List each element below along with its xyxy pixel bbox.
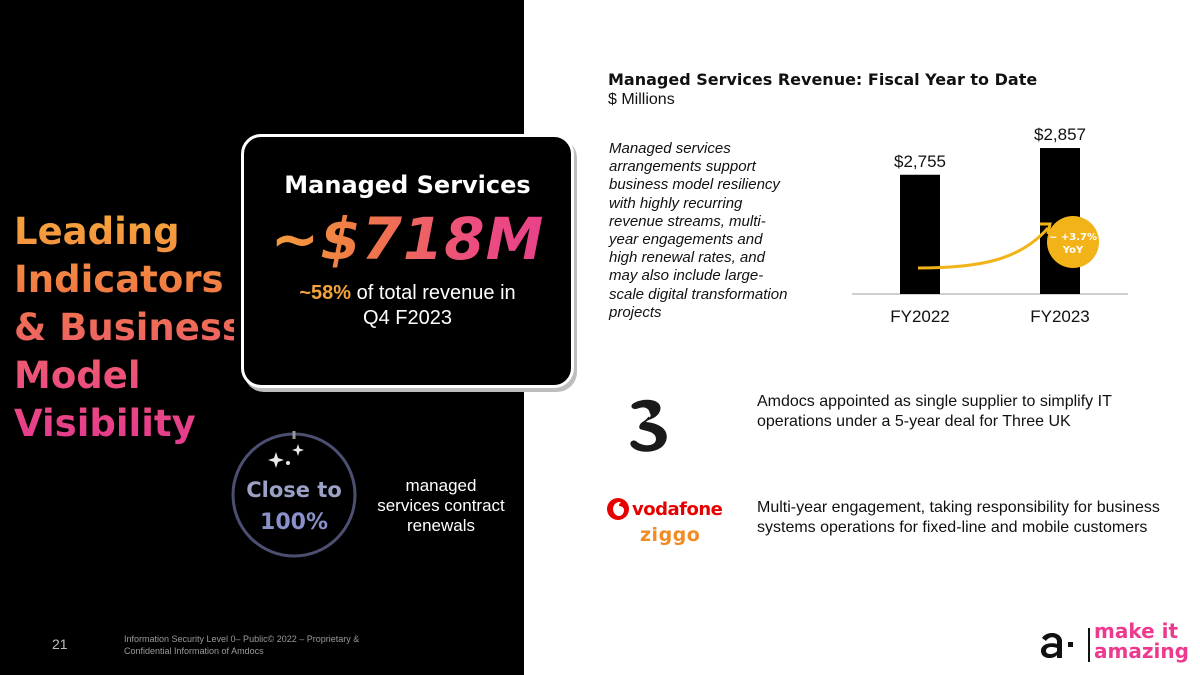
chart-description: Managed services arrangements support bu… <box>609 140 788 321</box>
managed-services-share: ~58% of total revenue in Q4 F2023 <box>244 281 571 331</box>
brand-line: make it <box>1094 619 1179 643</box>
headline-line: Model <box>14 354 141 397</box>
headline: Leading Indicators & Business Model Visi… <box>14 208 234 448</box>
news-three-uk: Amdocs appointed as single supplier to s… <box>757 393 1112 430</box>
chart-title: Managed Services Revenue: Fiscal Year to… <box>608 70 1038 89</box>
growth-badge-line1: ~ +3.7% <box>1049 232 1097 243</box>
vodafone-logo-icon <box>607 498 629 520</box>
brand-tagline: make it amazing <box>1094 621 1189 661</box>
amdocs-logo-icon <box>1041 632 1073 659</box>
growth-arrow <box>917 227 1050 270</box>
vodafone-wordmark: vodafone <box>632 499 723 520</box>
brand-divider <box>1088 628 1090 662</box>
headline-line: Leading <box>14 210 180 253</box>
bar-fy2022 <box>900 174 940 294</box>
renewal-pct: 100% <box>260 510 328 535</box>
growth-badge <box>1047 216 1099 268</box>
news-vodafone-ziggo: Multi-year engagement, taking responsibi… <box>757 499 1160 536</box>
sparkle-icon <box>268 444 304 468</box>
three-logo-icon <box>630 399 667 452</box>
managed-services-card: Managed Services ~$718M ~58% of total re… <box>241 134 574 388</box>
managed-services-period: Q4 F2023 <box>363 307 452 329</box>
managed-services-pct: ~58% <box>299 282 352 304</box>
brand-line: amazing <box>1094 639 1189 663</box>
growth-badge-line2: YoY <box>1062 245 1084 256</box>
right-panel <box>524 0 1200 675</box>
footer-text: Information Security Level 0– Public© 20… <box>124 633 384 657</box>
headline-line: Indicators <box>14 258 224 301</box>
bar-label-fy2023: $2,857 <box>1034 125 1086 144</box>
growth-arrow-head <box>1040 222 1052 235</box>
bar-label-fy2022: $2,755 <box>894 152 946 171</box>
managed-services-title: Managed Services <box>284 171 531 199</box>
renewal-ring-icon <box>231 431 357 558</box>
x-tick-fy2023: FY2023 <box>1030 307 1090 326</box>
renewal-close-to: Close to <box>246 478 342 502</box>
managed-services-pct-text: of total revenue in <box>351 282 516 304</box>
headline-line: & Business <box>14 306 244 349</box>
page-number: 21 <box>52 636 68 652</box>
renewal-line: renewals <box>406 516 476 535</box>
footer-line: Confidential Information of Amdocs <box>124 646 264 656</box>
revenue-bar-chart: $2,755 $2,857 FY2022 FY2023 ~ +3.7% YoY <box>852 125 1128 326</box>
renewal-text: managed services contract renewals <box>366 476 516 536</box>
footer-line: Information Security Level 0– Public© 20… <box>124 634 360 644</box>
managed-services-value: ~$718M <box>244 205 571 273</box>
renewal-line: managed <box>405 476 477 495</box>
ziggo-wordmark: ziggo <box>640 524 701 546</box>
x-tick-fy2022: FY2022 <box>890 307 950 326</box>
renewal-line: services contract <box>377 496 505 515</box>
headline-line: Visibility <box>14 402 196 445</box>
chart-subtitle: $ Millions <box>608 91 675 108</box>
